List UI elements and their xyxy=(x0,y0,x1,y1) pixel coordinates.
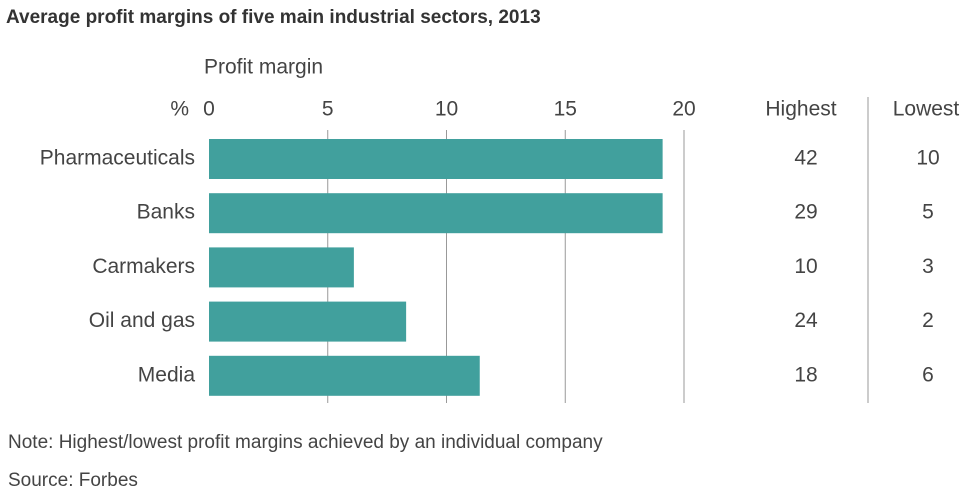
x-tick-label: 0 xyxy=(203,98,215,121)
axis-label: Profit margin xyxy=(204,56,323,79)
table-value: 18 xyxy=(794,363,817,386)
bar xyxy=(209,355,480,396)
x-tick-label: 15 xyxy=(554,98,577,121)
table-value: 10 xyxy=(794,255,817,278)
chart-title: Average profit margins of five main indu… xyxy=(6,7,541,28)
y-tick-label: Carmakers xyxy=(92,255,195,278)
table-value: 5 xyxy=(922,201,934,224)
y-tick-label: Pharmaceuticals xyxy=(40,147,195,170)
table-value: 6 xyxy=(922,363,934,386)
y-tick-label: Oil and gas xyxy=(89,309,195,332)
table-value: 29 xyxy=(794,201,817,224)
column-header: Highest xyxy=(765,98,836,121)
unit-label: % xyxy=(170,98,189,121)
y-tick-label: Media xyxy=(138,363,196,386)
x-tick-label: 10 xyxy=(435,98,458,121)
table-value: 10 xyxy=(916,147,939,170)
bar xyxy=(209,247,354,288)
y-tick-label: Banks xyxy=(137,201,195,224)
table-value: 3 xyxy=(922,255,934,278)
source: Source: Forbes xyxy=(8,470,138,491)
table-value: 2 xyxy=(922,309,934,332)
column-header: Lowest xyxy=(893,98,960,121)
x-tick-label: 20 xyxy=(672,98,695,121)
table-value: 24 xyxy=(794,309,818,332)
x-tick-label: 5 xyxy=(322,98,334,121)
bar xyxy=(209,301,407,342)
table-value: 42 xyxy=(794,147,817,170)
bar xyxy=(209,193,663,234)
bar xyxy=(209,139,663,179)
note: Note: Highest/lowest profit margins achi… xyxy=(8,432,603,453)
